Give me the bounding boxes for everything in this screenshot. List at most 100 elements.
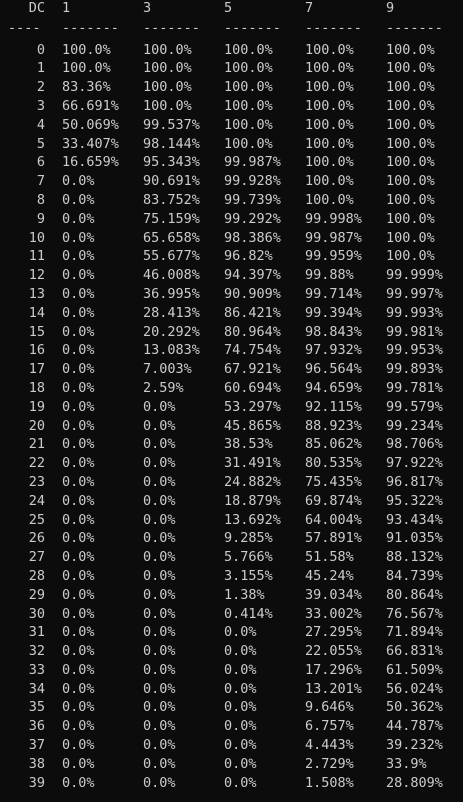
cell-col-1: 0.0% (62, 699, 95, 716)
table-row: 30 0.0% 0.0% 0.414% 33.002% 76.567% (0, 605, 463, 624)
cell-col-1: 0.0% (62, 436, 95, 453)
cell-col-9: 100.0% (386, 60, 435, 77)
cell-col-9: 100.0% (386, 79, 435, 96)
cell-col-1: 0.0% (62, 304, 95, 321)
cell-col-5: 0.0% (224, 661, 257, 678)
cell-col-7: 97.932% (305, 342, 362, 359)
cell-col-7: 99.394% (305, 304, 362, 321)
table-row: 4 50.069% 99.537% 100.0% 100.0% 100.0% (0, 116, 463, 135)
header-col-3: 3 (143, 0, 152, 16)
cell-col-3: 2.59% (143, 379, 184, 396)
cell-col-3: 100.0% (143, 97, 192, 114)
header-dc: DC (28, 0, 45, 16)
row-dc: 35 (28, 699, 45, 716)
cell-col-7: 17.296% (305, 661, 362, 678)
cell-col-1: 33.407% (62, 135, 119, 152)
cell-col-7: 64.004% (305, 511, 362, 528)
cell-col-3: 98.144% (143, 135, 200, 152)
cell-col-3: 0.0% (143, 492, 176, 509)
cell-col-5: 100.0% (224, 97, 273, 114)
row-dc: 11 (28, 248, 45, 265)
cell-col-7: 100.0% (305, 97, 354, 114)
cell-col-5: 0.0% (224, 737, 257, 754)
cell-col-7: 99.998% (305, 210, 362, 227)
cell-col-5: 0.0% (224, 680, 257, 697)
row-dc: 19 (28, 398, 45, 415)
cell-col-3: 0.0% (143, 699, 176, 716)
cell-col-1: 100.0% (62, 60, 111, 77)
cell-col-7: 92.115% (305, 398, 362, 415)
cell-col-9: 61.509% (386, 661, 443, 678)
cell-col-9: 39.232% (386, 737, 443, 754)
cell-col-1: 0.0% (62, 248, 95, 265)
cell-col-3: 95.343% (143, 154, 200, 171)
cell-col-9: 100.0% (386, 116, 435, 133)
row-dc: 39 (28, 774, 45, 791)
row-dc: 12 (28, 267, 45, 284)
cell-col-7: 100.0% (305, 154, 354, 171)
cell-col-7: 88.923% (305, 417, 362, 434)
row-dc: 27 (28, 549, 45, 566)
cell-col-7: 99.987% (305, 229, 362, 246)
cell-col-7: 80.535% (305, 455, 362, 472)
table-row: 18 0.0% 2.59% 60.694% 94.659% 99.781% (0, 379, 463, 398)
cell-col-5: 98.386% (224, 229, 281, 246)
header-col-5: 5 (224, 0, 233, 16)
row-dc: 9 (36, 210, 45, 227)
cell-col-3: 20.292% (143, 323, 200, 340)
row-dc: 7 (36, 173, 45, 190)
cell-col-1: 50.069% (62, 116, 119, 133)
cell-col-1: 0.0% (62, 549, 95, 566)
table-row: 19 0.0% 0.0% 53.297% 92.115% 99.579% (0, 398, 463, 417)
row-dc: 23 (28, 473, 45, 490)
cell-col-9: 99.234% (386, 417, 443, 434)
cell-col-9: 99.893% (386, 361, 443, 378)
table-row: 3 66.691% 100.0% 100.0% 100.0% 100.0% (0, 97, 463, 116)
cell-col-5: 9.285% (224, 530, 273, 547)
cell-col-7: 33.002% (305, 605, 362, 622)
table-row: 17 0.0% 7.003% 67.921% 96.564% 99.893% (0, 360, 463, 379)
cell-col-3: 7.003% (143, 361, 192, 378)
cell-col-5: 100.0% (224, 79, 273, 96)
cell-col-7: 2.729% (305, 755, 354, 772)
table-row: 11 0.0% 55.677% 96.82% 99.959% 100.0% (0, 247, 463, 266)
cell-col-9: 76.567% (386, 605, 443, 622)
cell-col-5: 67.921% (224, 361, 281, 378)
cell-col-9: 28.809% (386, 774, 443, 791)
cell-col-9: 99.993% (386, 304, 443, 321)
cell-col-7: 100.0% (305, 116, 354, 133)
cell-col-9: 71.894% (386, 624, 443, 641)
row-dc: 1 (36, 60, 45, 77)
cell-col-3: 0.0% (143, 586, 176, 603)
cell-col-5: 100.0% (224, 60, 273, 77)
cell-col-3: 0.0% (143, 473, 176, 490)
cell-col-1: 0.0% (62, 643, 95, 660)
row-dc: 25 (28, 511, 45, 528)
cell-col-5: 1.38% (224, 586, 265, 603)
row-dc: 31 (28, 624, 45, 641)
cell-col-7: 22.055% (305, 643, 362, 660)
cell-col-3: 0.0% (143, 737, 176, 754)
cell-col-1: 0.0% (62, 267, 95, 284)
cell-col-1: 0.0% (62, 605, 95, 622)
cell-col-7: 96.564% (305, 361, 362, 378)
table-row: 12 0.0% 46.008% 94.397% 99.88% 99.999% (0, 266, 463, 285)
cell-col-9: 66.831% (386, 643, 443, 660)
cell-col-3: 0.0% (143, 755, 176, 772)
cell-col-3: 55.677% (143, 248, 200, 265)
table-row: 31 0.0% 0.0% 0.0% 27.295% 71.894% (0, 623, 463, 642)
cell-col-9: 99.953% (386, 342, 443, 359)
cell-col-5: 0.0% (224, 699, 257, 716)
cell-col-1: 0.0% (62, 511, 95, 528)
cell-col-9: 99.997% (386, 285, 443, 302)
cell-col-5: 100.0% (224, 41, 273, 58)
cell-col-9: 96.817% (386, 473, 443, 490)
cell-col-9: 100.0% (386, 191, 435, 208)
table-row: 37 0.0% 0.0% 0.0% 4.443% 39.232% (0, 736, 463, 755)
cell-col-3: 0.0% (143, 643, 176, 660)
cell-col-7: 4.443% (305, 737, 354, 754)
cell-col-5: 80.964% (224, 323, 281, 340)
table-row: 28 0.0% 0.0% 3.155% 45.24% 84.739% (0, 567, 463, 586)
table-row: 0 100.0% 100.0% 100.0% 100.0% 100.0% (0, 41, 463, 60)
cell-col-5: 53.297% (224, 398, 281, 415)
